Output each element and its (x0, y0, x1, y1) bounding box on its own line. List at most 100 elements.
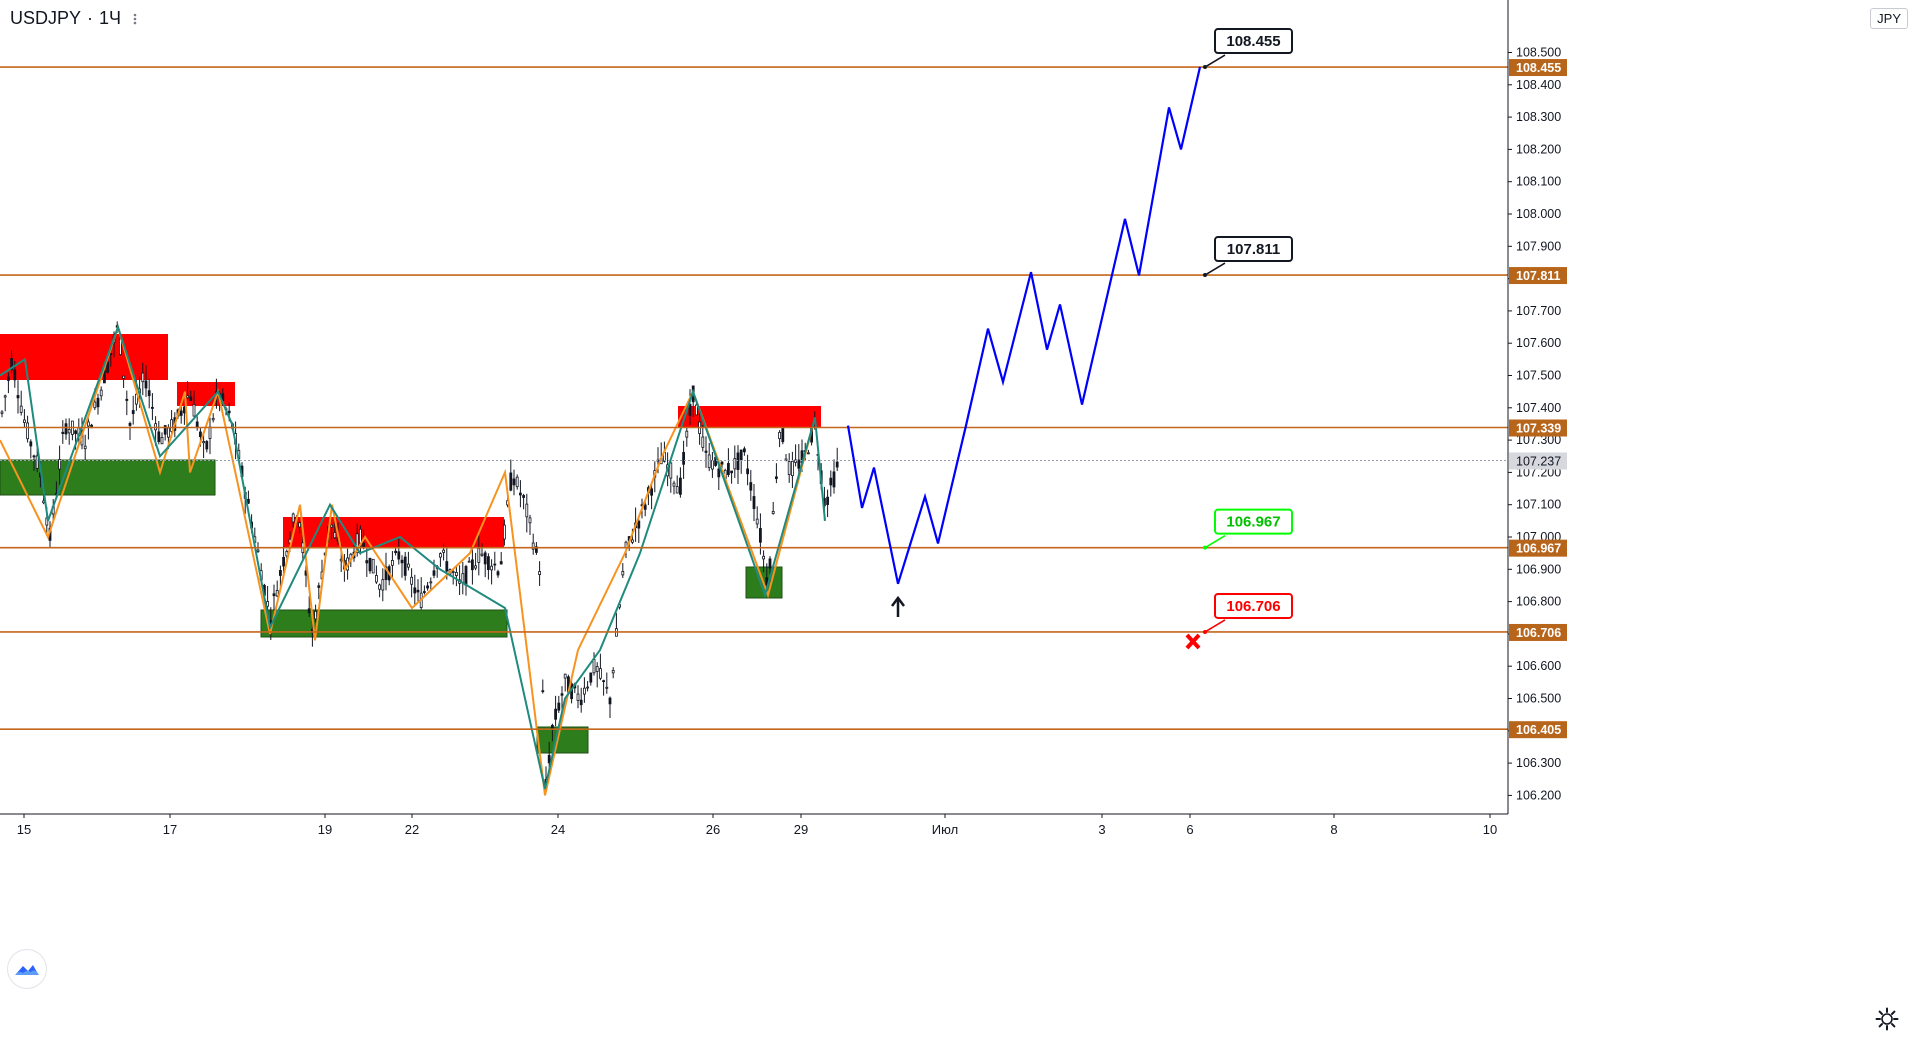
price-tick-label: 107.700 (1516, 304, 1561, 318)
candle-body (278, 570, 282, 576)
candle-body (227, 410, 231, 414)
candle-body (131, 410, 135, 415)
callout-pointer (1204, 54, 1226, 68)
candle-body (291, 513, 295, 523)
price-tick-label: 108.300 (1516, 110, 1561, 124)
candle-body (826, 496, 829, 505)
candle-body (688, 404, 692, 416)
candle-body (464, 566, 468, 586)
candle-body (96, 397, 100, 408)
price-level-tag (1509, 721, 1567, 739)
candle-body (10, 358, 14, 371)
projection-path[interactable] (846, 66, 1202, 585)
candle-body (541, 690, 545, 693)
callout-box[interactable] (1214, 28, 1293, 55)
candle-body (704, 450, 708, 453)
candle-body (576, 693, 580, 701)
dots-icon[interactable] (132, 12, 138, 26)
time-tick-label: 6 (1186, 822, 1193, 837)
candle-body (61, 431, 65, 434)
candle-body (160, 437, 164, 445)
symbol-title[interactable]: USDJPY · 1Ч (10, 8, 138, 29)
candle-body (26, 422, 30, 440)
candle-body (538, 571, 541, 575)
candle-body (454, 572, 458, 576)
currency-badge[interactable]: JPY (1870, 8, 1908, 29)
time-tick-label: 26 (706, 822, 720, 837)
candle-body (650, 488, 653, 496)
price-tick-label: 106.900 (1516, 562, 1561, 576)
callout-anchor (1203, 629, 1207, 634)
candle-body (35, 455, 39, 469)
price-tick-label: 107.600 (1516, 336, 1561, 350)
candle-body (422, 591, 426, 593)
candle-body (611, 669, 615, 674)
candle-body (205, 441, 209, 450)
candle-body (208, 426, 212, 439)
callout-box[interactable] (1214, 236, 1293, 263)
candle-body (522, 495, 525, 498)
up-arrow-icon (891, 595, 905, 617)
candle-body (592, 659, 596, 674)
candle-body (371, 558, 375, 574)
price-level-tag (1509, 623, 1567, 641)
callout-anchor (1203, 545, 1207, 550)
candle-body (406, 563, 410, 568)
tradingview-logo[interactable] (8, 950, 46, 988)
settings-gear-icon[interactable] (1874, 1006, 1900, 1032)
candle-body (358, 528, 362, 544)
candle-body (771, 511, 775, 515)
time-tick-label: 17 (163, 822, 177, 837)
time-tick-label: 29 (794, 822, 808, 837)
candle-body (3, 395, 7, 398)
candle-body (438, 553, 442, 558)
candle-body (551, 724, 554, 730)
candle-body (374, 575, 378, 583)
candle-body (519, 492, 522, 496)
candle-body (397, 551, 401, 560)
candle-body (672, 482, 676, 487)
candle-body (7, 376, 10, 381)
callout-box[interactable] (1214, 508, 1293, 535)
candle-body (413, 587, 417, 594)
candle-body (791, 460, 794, 477)
candle-body (416, 589, 420, 593)
candle-body (119, 338, 122, 356)
candle-body (381, 579, 385, 591)
candle-body (554, 708, 557, 720)
candle-body (675, 486, 679, 494)
candle-body (502, 524, 506, 540)
candle-body (759, 528, 762, 543)
price-tick-label: 106.500 (1516, 692, 1561, 706)
stop-cross-icon (1185, 633, 1201, 650)
candle-body (400, 559, 404, 564)
candle-body (589, 672, 593, 683)
candle-body (179, 410, 183, 416)
price-tick-label: 106.300 (1516, 756, 1561, 770)
title-separator: · (87, 8, 94, 28)
candle-body (579, 699, 583, 706)
time-axis[interactable] (0, 814, 1508, 1040)
candle-body (314, 610, 318, 620)
interval-label: 1Ч (99, 8, 122, 28)
callout-box[interactable] (1214, 592, 1293, 619)
callout-label: 106.706 (1226, 598, 1280, 615)
price-level-tag-label: 108.455 (1516, 61, 1561, 75)
candle-body (256, 549, 260, 552)
price-level-tag (1509, 59, 1567, 77)
price-axis[interactable] (1508, 0, 1568, 1040)
candles-layer (0, 321, 839, 793)
candle-body (451, 571, 455, 573)
callout-label: 107.811 (1227, 241, 1280, 258)
candle-body (275, 590, 279, 597)
candle-body (29, 441, 33, 447)
candle-body (486, 556, 490, 570)
candle-body (166, 427, 170, 438)
time-tick-label: Июл (932, 822, 958, 837)
candle-body (93, 401, 97, 409)
candle-body (186, 395, 190, 399)
candle-body (99, 389, 103, 397)
candle-body (150, 406, 154, 409)
candle-body (122, 375, 125, 379)
